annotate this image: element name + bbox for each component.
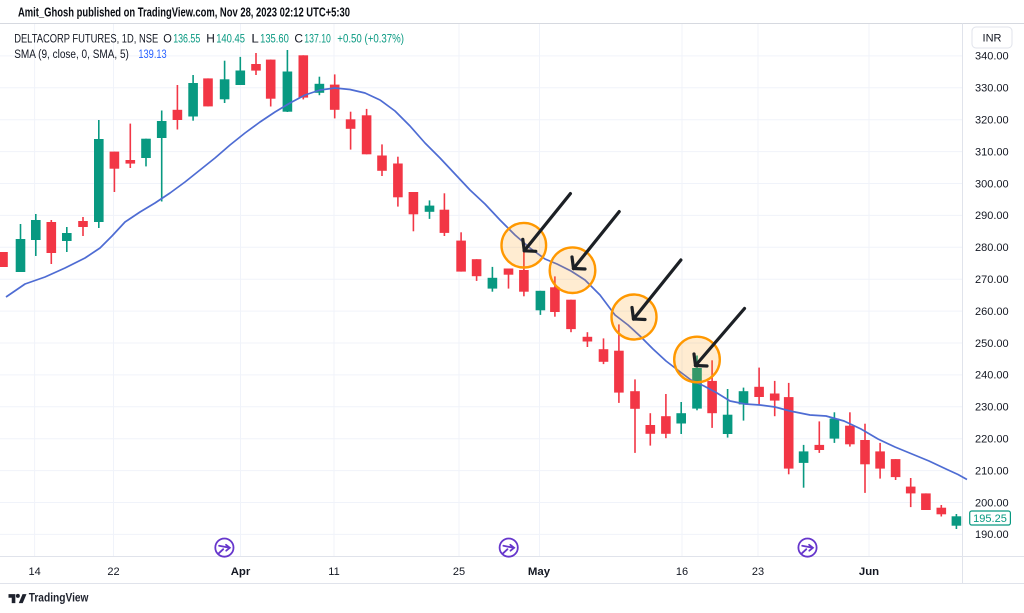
svg-text:250.00: 250.00 <box>975 338 1009 350</box>
svg-text:136.55: 136.55 <box>173 31 200 45</box>
svg-text:H: H <box>206 31 215 45</box>
svg-text:11: 11 <box>328 566 339 578</box>
svg-text:220.00: 220.00 <box>975 434 1009 446</box>
svg-text:200.00: 200.00 <box>975 497 1009 509</box>
svg-text:270.00: 270.00 <box>975 274 1009 286</box>
svg-text:C: C <box>294 31 303 45</box>
svg-text:240.00: 240.00 <box>975 370 1009 382</box>
svg-text:190.00: 190.00 <box>975 529 1009 541</box>
svg-text:+0.50 (+0.37%): +0.50 (+0.37%) <box>337 31 404 45</box>
svg-text:23: 23 <box>752 566 764 578</box>
svg-text:320.00: 320.00 <box>975 115 1009 127</box>
svg-text:L: L <box>251 31 259 45</box>
svg-text:290.00: 290.00 <box>975 210 1009 222</box>
svg-text:SMA (9, close, 0, SMA, 5): SMA (9, close, 0, SMA, 5) <box>14 47 129 61</box>
svg-text:137.10: 137.10 <box>304 31 331 45</box>
svg-text:22: 22 <box>107 566 119 578</box>
svg-text:Jun: Jun <box>859 566 879 578</box>
svg-text:260.00: 260.00 <box>975 306 1009 318</box>
svg-text:340.00: 340.00 <box>975 51 1009 63</box>
svg-text:139.13: 139.13 <box>138 47 166 61</box>
svg-text:140.45: 140.45 <box>216 31 245 45</box>
svg-text:280.00: 280.00 <box>975 242 1009 254</box>
svg-text:310.00: 310.00 <box>975 146 1009 158</box>
svg-text:300.00: 300.00 <box>975 178 1009 190</box>
svg-text:210.00: 210.00 <box>975 465 1009 477</box>
svg-text:INR: INR <box>983 33 1002 45</box>
svg-text:DELTACORP FUTURES, 1D, NSE: DELTACORP FUTURES, 1D, NSE <box>14 31 158 45</box>
svg-text:230.00: 230.00 <box>975 402 1009 414</box>
svg-text:14: 14 <box>28 566 40 578</box>
svg-text:135.60: 135.60 <box>260 31 289 45</box>
svg-text:330.00: 330.00 <box>975 83 1009 95</box>
svg-text:Amit_Ghosh published on Tradin: Amit_Ghosh published on TradingView.com,… <box>18 6 350 20</box>
svg-text:TradingView: TradingView <box>29 591 90 604</box>
svg-text:May: May <box>528 566 551 578</box>
svg-text:O: O <box>163 31 172 45</box>
svg-text:195.25: 195.25 <box>973 513 1007 525</box>
svg-text:Apr: Apr <box>231 566 251 578</box>
svg-text:25: 25 <box>453 566 465 578</box>
svg-text:16: 16 <box>676 566 688 578</box>
